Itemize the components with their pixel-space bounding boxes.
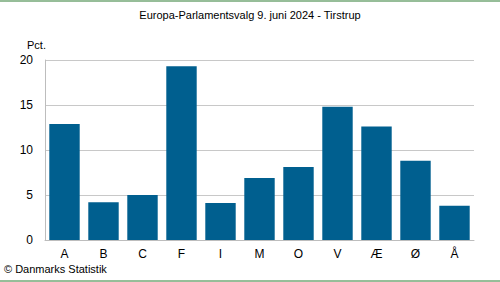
svg-text:0: 0 (26, 233, 33, 247)
svg-text:Pct.: Pct. (27, 39, 46, 51)
svg-text:V: V (333, 247, 341, 261)
svg-text:A: A (60, 247, 68, 261)
svg-text:F: F (178, 247, 185, 261)
svg-text:C: C (138, 247, 147, 261)
svg-text:Å: Å (450, 246, 458, 261)
svg-text:O: O (294, 247, 303, 261)
svg-text:B: B (99, 247, 107, 261)
svg-text:5: 5 (26, 188, 33, 202)
svg-text:Europa-Parlamentsvalg 9. juni: Europa-Parlamentsvalg 9. juni 2024 - Tir… (139, 9, 360, 21)
svg-text:10: 10 (20, 143, 34, 157)
svg-text:Æ: Æ (371, 247, 383, 261)
svg-text:© Danmarks Statistik: © Danmarks Statistik (4, 263, 107, 275)
svg-text:20: 20 (20, 53, 34, 67)
svg-text:I: I (219, 247, 222, 261)
svg-text:Ø: Ø (411, 247, 420, 261)
svg-text:15: 15 (20, 98, 34, 112)
svg-text:M: M (255, 247, 265, 261)
